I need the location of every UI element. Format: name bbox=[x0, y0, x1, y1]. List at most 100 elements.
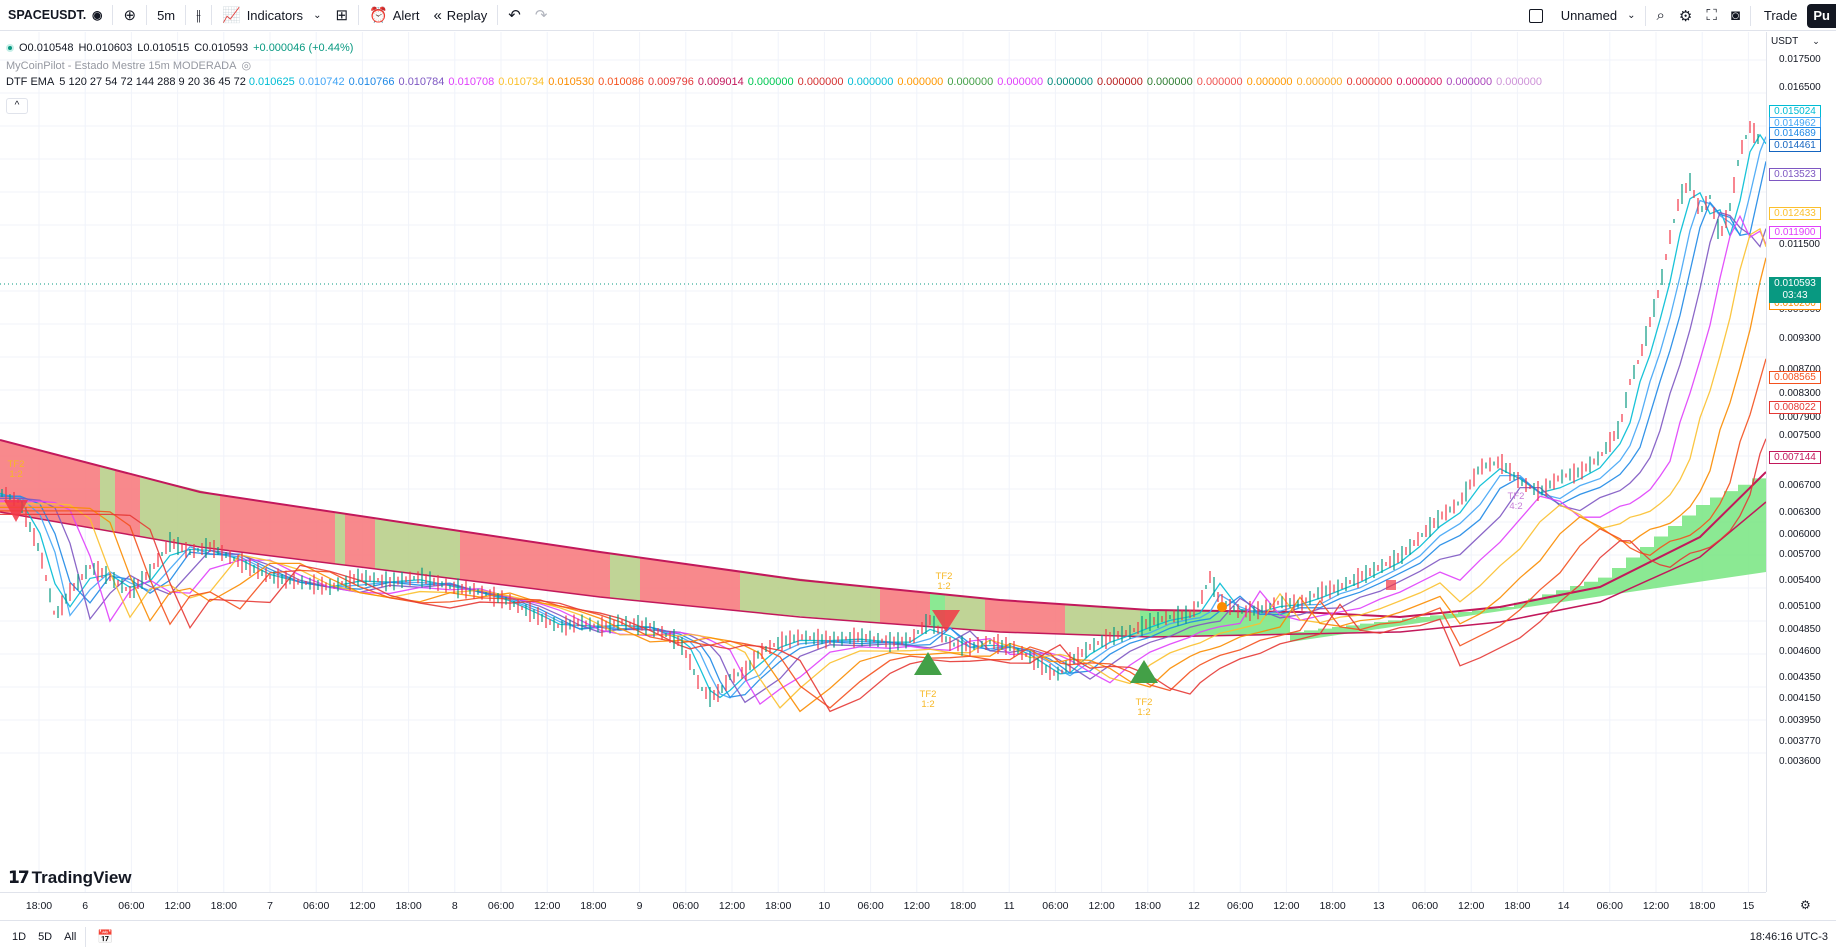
signal-label: TF2 4:2 bbox=[1507, 491, 1525, 512]
ema-value: 0.000000 bbox=[1296, 76, 1343, 88]
ema-value: 0.010784 bbox=[398, 76, 445, 88]
ema-cloud-segment bbox=[335, 512, 345, 566]
time-tick-label: 18:00 bbox=[1134, 900, 1161, 912]
chart-type-button[interactable]: ⫲ bbox=[189, 0, 208, 31]
ema-value: 0.000000 bbox=[1396, 76, 1443, 88]
time-tick-label: 06:00 bbox=[1596, 900, 1623, 912]
ema-value: 0.010708 bbox=[448, 76, 495, 88]
time-tick-label: 8 bbox=[451, 900, 458, 912]
time-tick-label: 11 bbox=[1003, 900, 1015, 912]
ohlc-open: O0.010548 bbox=[19, 42, 74, 54]
sell-signal-triangle bbox=[4, 500, 28, 522]
range-1d-button[interactable]: 1D bbox=[0, 931, 32, 943]
ema-value: 0.000000 bbox=[997, 76, 1044, 88]
trade-button[interactable]: Trade bbox=[1754, 0, 1807, 31]
publish-button[interactable]: Pu bbox=[1807, 3, 1836, 28]
chevron-down-icon[interactable]: ⌄ bbox=[313, 9, 322, 21]
price-tick-label: 0.003600 bbox=[1779, 756, 1821, 767]
price-tick-label: 0.005400 bbox=[1779, 575, 1821, 586]
gear-icon: ⚙ bbox=[1800, 898, 1811, 912]
chevron-down-icon[interactable]: ⌄ bbox=[1627, 10, 1636, 21]
tradingview-logo[interactable]: 𝟭𝟳 TradingView bbox=[8, 868, 132, 888]
bottom-toolbar: 1D 5D All 📅 18:46:16 UTC-3 bbox=[0, 920, 1836, 952]
time-tick-label: 12:00 bbox=[164, 900, 191, 912]
price-axis[interactable]: USDT ⌄ 0.0175000.0165000.0115000.0099000… bbox=[1766, 32, 1836, 892]
price-tick-label: 0.006000 bbox=[1779, 529, 1821, 540]
ema-value: 0.009796 bbox=[647, 76, 694, 88]
time-tick-label: 12:00 bbox=[1642, 900, 1670, 912]
interval-button[interactable]: 5m bbox=[150, 0, 182, 31]
templates-button[interactable]: ⊞ bbox=[328, 0, 355, 31]
quick-search-button[interactable]: ⌕ bbox=[1649, 0, 1671, 31]
time-tick-label: 18:00 bbox=[210, 900, 237, 912]
range-all-label: All bbox=[64, 930, 77, 943]
ema-cloud-segment bbox=[740, 571, 880, 623]
replay-button[interactable]: « Replay bbox=[426, 0, 494, 31]
range-5d-button[interactable]: 5D bbox=[32, 931, 58, 943]
time-tick-label: 12:00 bbox=[1273, 900, 1300, 912]
signal-label: TF2 1:2 bbox=[1135, 697, 1153, 718]
ema-price-tag: 0.008022 bbox=[1769, 401, 1821, 414]
indicator-legend-1[interactable]: MyCoinPilot - Estado Mestre 15m MODERADA… bbox=[6, 59, 256, 73]
ema-value: 0.000000 bbox=[1047, 76, 1093, 88]
cloud-top-line bbox=[0, 439, 1766, 619]
layout-selector[interactable]: Unnamed ⌄ bbox=[1522, 0, 1643, 31]
indicator-2-params: 5 120 27 54 72 144 288 9 20 36 45 72 bbox=[59, 76, 246, 88]
time-axis[interactable]: 18:00 6 06:00 12:00 18:00 7 06:00 12:00 18:00 8 06… bbox=[0, 892, 1766, 920]
time-tick-label: 18:00 bbox=[580, 900, 607, 912]
price-chart[interactable] bbox=[0, 32, 1766, 892]
ema-value: 0.010766 bbox=[348, 76, 395, 88]
ema-value: 0.010086 bbox=[598, 76, 644, 88]
time-tick-label: 06:00 bbox=[1411, 900, 1439, 912]
ema-cloud-segment bbox=[985, 598, 1065, 635]
ema-cloud-segment bbox=[345, 513, 375, 569]
calendar-icon: 📅 bbox=[97, 928, 114, 944]
redo-button[interactable]: ↷ bbox=[528, 0, 555, 31]
interval-label: 5m bbox=[157, 7, 176, 23]
ema-value: 0.000000 bbox=[1196, 76, 1243, 88]
time-tick-label: 18:00 bbox=[1689, 900, 1716, 912]
time-tick-label: 15 bbox=[1742, 900, 1755, 912]
eye-icon[interactable]: ◉ bbox=[92, 8, 103, 22]
settings-button[interactable]: ⚙ bbox=[1672, 0, 1699, 31]
ema-cloud-segment bbox=[375, 518, 460, 580]
ohlc-legend: O0.010548 H0.010603 L0.010515 C0.010593 … bbox=[6, 42, 358, 54]
ema-cloud-segment bbox=[100, 466, 115, 533]
time-tick-label: 7 bbox=[267, 900, 273, 912]
price-tick-label: 0.008700 bbox=[1779, 364, 1821, 375]
ema-value: 0.000000 bbox=[1346, 76, 1393, 88]
currency-selector[interactable]: USDT ⌄ bbox=[1771, 36, 1820, 47]
brand-name: TradingView bbox=[31, 868, 132, 887]
fullscreen-button[interactable]: ⛶ bbox=[1699, 0, 1724, 31]
undo-icon: ↶ bbox=[508, 7, 521, 24]
collapse-legend-button[interactable]: ^ bbox=[6, 98, 28, 114]
ohlc-low: L0.010515 bbox=[137, 42, 190, 54]
compare-add-button[interactable]: ⊕ bbox=[116, 0, 143, 31]
ema-value: 0.010742 bbox=[298, 76, 345, 88]
time-tick-label: 06:00 bbox=[487, 900, 515, 912]
ema-value: 0.000000 bbox=[1496, 76, 1542, 88]
axis-settings-button[interactable]: ⚙ bbox=[1800, 898, 1811, 912]
symbol-search[interactable]: SPACEUSDT.P ◉ bbox=[0, 0, 109, 31]
eye-off-icon[interactable]: ◎ bbox=[241, 60, 252, 72]
range-all-button[interactable]: All bbox=[58, 931, 82, 943]
ema-cloud-segment bbox=[640, 557, 740, 611]
ema-value: 0.000000 bbox=[1146, 76, 1193, 88]
goto-date-button[interactable]: 📅 bbox=[89, 929, 121, 945]
grid-icon: ⊞ bbox=[335, 7, 349, 24]
snapshot-button[interactable]: ◙ bbox=[1724, 0, 1747, 31]
time-tick-label: 12:00 bbox=[349, 900, 376, 912]
undo-button[interactable]: ↶ bbox=[501, 0, 528, 31]
alert-button[interactable]: ⏰ Alert bbox=[362, 0, 426, 31]
chart-pane[interactable]: O0.010548 H0.010603 L0.010515 C0.010593 … bbox=[0, 32, 1766, 892]
chevron-up-icon: ^ bbox=[14, 100, 20, 111]
indicator-legend-2[interactable]: DTF EMA 5 120 27 54 72 144 288 9 20 36 4… bbox=[6, 76, 1546, 88]
alert-label: Alert bbox=[392, 7, 420, 23]
clock-display[interactable]: 18:46:16 UTC-3 bbox=[1750, 931, 1828, 943]
candles-icon: ⫲ bbox=[196, 6, 201, 24]
ohlc-close: C0.010593 bbox=[194, 42, 249, 54]
indicators-button[interactable]: 📈 Indicators ⌄ bbox=[215, 0, 328, 31]
time-tick-label: 18:00 bbox=[25, 900, 53, 912]
signal-dot bbox=[1217, 602, 1227, 612]
ema-value: 0.000000 bbox=[1246, 76, 1293, 88]
